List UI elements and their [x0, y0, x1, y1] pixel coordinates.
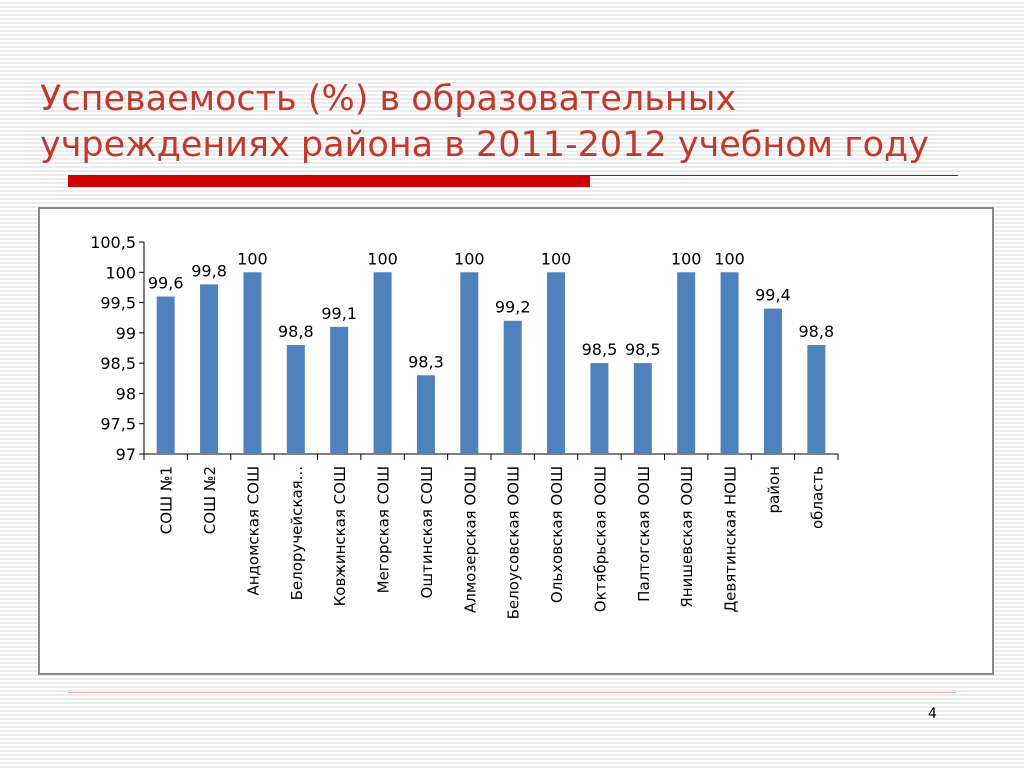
y-tick-label: 97,5: [100, 415, 136, 434]
y-tick-label: 98,5: [100, 354, 136, 373]
bar: [200, 284, 219, 454]
bar-value-label: 98,8: [278, 322, 314, 341]
title-underline-bar: [68, 175, 590, 187]
page-number: 4: [928, 706, 937, 722]
y-tick-label: 100: [105, 263, 136, 282]
footer-rule: [68, 692, 956, 693]
bar: [286, 344, 305, 454]
bar: [633, 363, 652, 454]
bar: [763, 308, 782, 454]
bar-value-label: 98,5: [582, 340, 618, 359]
x-category-label: Белоручейская...: [288, 466, 306, 600]
bar-value-label: 99,1: [321, 304, 357, 323]
y-tick-label: 98: [116, 384, 136, 403]
bar: [373, 272, 392, 454]
bar: [460, 272, 479, 454]
bar-value-label: 98,8: [799, 322, 835, 341]
slide-title-line-2: учреждениях района в 2011-2012 учебном г…: [40, 125, 929, 165]
x-category-label: СОШ №2: [201, 466, 219, 534]
bar-value-label: 100: [454, 249, 485, 268]
x-category-label: Октябрьская ООШ: [591, 466, 609, 612]
x-category-label: область: [808, 466, 826, 529]
x-category-label: Ольховская ООШ: [548, 466, 566, 603]
x-category-label: Палтогская ООШ: [635, 466, 653, 602]
bar-value-label: 100: [367, 249, 398, 268]
x-category-label: Оштинская СОШ: [418, 466, 436, 598]
chart-frame: 97 97,5 98 98,5 99 99,5 100 100,5 99,6 СОШ №1 99,8…: [38, 207, 994, 675]
bar-value-label: 98,5: [625, 340, 661, 359]
y-tick-label: 100,5: [90, 233, 136, 252]
x-category-label: Ковжинская СОШ: [331, 466, 349, 606]
slide-title: Успеваемость (%) в образовательных учреж…: [40, 76, 1000, 168]
bar: [243, 272, 262, 454]
x-category-label: Алмозерская ООШ: [461, 466, 479, 613]
x-category-label: Белоусовская ООШ: [505, 466, 523, 619]
bar: [807, 344, 826, 454]
y-tick-label: 99: [116, 324, 136, 343]
x-category-label: район: [765, 466, 783, 513]
bar-value-label: 98,3: [408, 352, 444, 371]
x-category-label: СОШ №1: [158, 466, 176, 534]
x-category-label: Янишевская ООШ: [678, 466, 696, 608]
x-category-label: Мегорская СОШ: [375, 466, 393, 593]
bar: [677, 272, 696, 454]
y-tick-label: 99,5: [100, 294, 136, 313]
bar-chart: 97 97,5 98 98,5 99 99,5 100 100,5 99,6 СОШ №1 99,8…: [90, 233, 839, 619]
title-underline-rule: [590, 175, 958, 176]
bar-value-label: 99,6: [148, 274, 184, 293]
bar-value-label: 100: [714, 249, 745, 268]
bar-value-label: 99,2: [495, 298, 531, 317]
bar-value-label: 100: [541, 249, 572, 268]
y-tick-label: 97: [116, 445, 136, 464]
bar: [156, 296, 175, 454]
x-category-label: Девятинская НОШ: [722, 466, 740, 613]
bar: [503, 320, 522, 454]
bar: [416, 375, 435, 454]
bar-value-label: 99,4: [755, 286, 791, 305]
bar: [590, 363, 609, 454]
bar: [720, 272, 739, 454]
bar: [547, 272, 566, 454]
bar-value-label: 99,8: [191, 261, 227, 280]
x-category-label: Андомская СОШ: [244, 466, 262, 596]
bar: [330, 326, 349, 454]
bar-value-label: 100: [671, 249, 702, 268]
bar-value-label: 100: [237, 249, 268, 268]
slide-title-line-1: Успеваемость (%) в образовательных: [40, 79, 737, 119]
